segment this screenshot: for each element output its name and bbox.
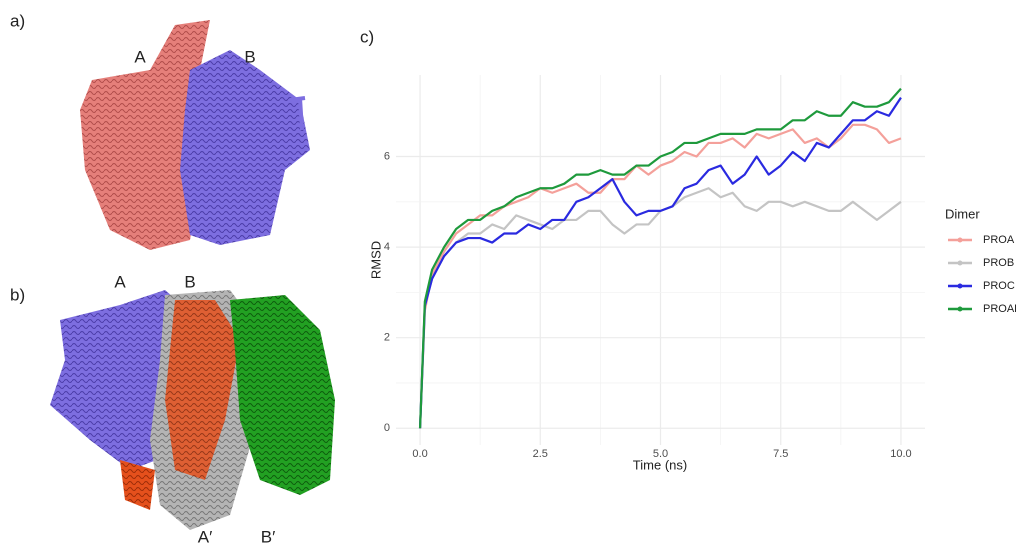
legend-title: Dimer <box>945 206 980 221</box>
grid <box>396 75 925 445</box>
legend-swatch-dot <box>957 260 963 266</box>
series-line <box>418 187 902 429</box>
series-line <box>418 97 902 429</box>
series-line <box>418 87 902 429</box>
legend-swatch-dot <box>957 306 963 312</box>
series-line <box>418 123 902 429</box>
x-tick-label: 0.0 <box>412 448 427 460</box>
y-tick-label: 6 <box>384 150 390 162</box>
structure-a <box>80 20 310 250</box>
chain-label: B <box>244 47 255 66</box>
legend-label: PROA <box>983 234 1015 246</box>
x-axis-title: Time (ns) <box>633 457 687 472</box>
y-tick-label: 4 <box>384 241 390 253</box>
legend-label: PROB <box>983 257 1014 269</box>
x-tick-label: 10.0 <box>890 448 911 460</box>
legend-swatch-dot <box>957 283 963 289</box>
y-axis-title: RMSD <box>368 241 383 279</box>
y-tick-label: 0 <box>384 422 390 434</box>
structure-b <box>50 290 335 530</box>
panel-label: a) <box>10 11 25 30</box>
chain-label: A <box>134 47 146 66</box>
x-tick-label: 5.0 <box>653 448 668 460</box>
legend-label: PROC <box>983 280 1015 292</box>
chain-label: A <box>114 272 126 291</box>
x-tick-label: 7.5 <box>773 448 788 460</box>
y-tick-label: 2 <box>384 332 390 344</box>
chain-label: B′ <box>261 527 276 546</box>
x-tick-label: 2.5 <box>533 448 548 460</box>
legend-swatch-dot <box>957 237 963 243</box>
chain-label: B <box>184 272 195 291</box>
chain-label: A′ <box>198 527 213 546</box>
legend-label: PROABC <box>983 303 1016 315</box>
panel-label: b) <box>10 285 25 304</box>
panel-label: c) <box>360 27 374 46</box>
